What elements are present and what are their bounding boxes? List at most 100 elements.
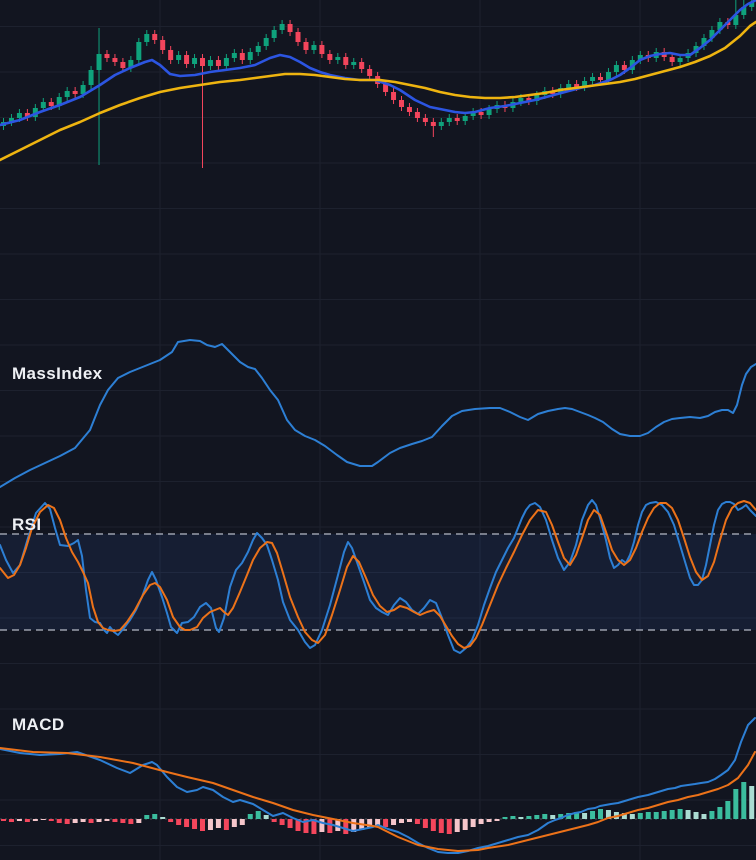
macd-histogram-bar: [749, 786, 755, 819]
candle-body: [48, 102, 54, 106]
candle-body: [16, 113, 22, 118]
macd-line-blue: [0, 717, 756, 854]
candle-body: [526, 98, 532, 101]
candle-body: [701, 38, 707, 46]
macd-histogram-bar: [207, 819, 213, 830]
massindex-line-layer: [0, 339, 756, 488]
macd-histogram-bar: [32, 819, 38, 821]
macd-histogram-bar: [112, 819, 118, 822]
macd-histogram-bar: [741, 782, 747, 819]
macd-histogram-bar: [128, 819, 134, 824]
candle-body: [88, 70, 94, 85]
rsi-signal-orange: [0, 500, 756, 649]
candle-body: [709, 30, 715, 38]
macd-histogram-bar: [502, 817, 508, 819]
candle-body: [255, 46, 261, 52]
candle-body: [422, 118, 428, 122]
macd-histogram-bar: [605, 810, 611, 819]
macd-histogram-bar: [701, 814, 707, 819]
macd-histogram-bar: [263, 815, 269, 819]
macd-histogram-bar: [582, 813, 588, 819]
candle-body: [168, 50, 174, 60]
candle-body: [574, 84, 580, 87]
indicator-label-rsi: RSI: [12, 515, 42, 534]
candle-body: [669, 57, 675, 62]
macd-histogram-bar: [184, 819, 190, 827]
macd-histogram-bar: [160, 817, 166, 819]
macd-histogram-bar: [136, 819, 142, 823]
candle-body: [438, 122, 444, 126]
macd-histogram-bar: [295, 819, 301, 831]
macd-histogram-bar: [590, 811, 596, 819]
rsi-line-blue-layer: [0, 499, 756, 654]
macd-histogram-bar: [303, 819, 309, 833]
candle-body: [311, 45, 317, 50]
candle-body: [335, 57, 341, 60]
candle-body: [64, 91, 70, 97]
macd-histogram-bar: [598, 809, 603, 819]
rsi-band: [0, 534, 756, 630]
macd-histogram-bar: [120, 819, 126, 823]
macd-histogram-bar: [327, 819, 333, 833]
macd-histogram-bar: [176, 819, 182, 825]
macd-histogram-bar: [239, 819, 245, 825]
candle-body: [717, 22, 723, 30]
candle-body: [621, 65, 627, 70]
macd-histogram-bar: [255, 811, 261, 819]
macd-histogram-bar: [223, 819, 229, 830]
macd-histogram-bar: [518, 817, 524, 819]
macd-histogram-bar: [430, 819, 436, 831]
macd-histogram-bar: [88, 819, 94, 823]
candle-body: [184, 55, 190, 64]
macd-histogram-bar: [534, 815, 540, 819]
candle-body: [582, 81, 588, 87]
macd-histogram-bar: [271, 819, 277, 822]
candle-body: [128, 60, 134, 68]
ma-slow-yellow-layer: [0, 20, 756, 162]
macd-histogram-bar: [462, 819, 468, 830]
candle-body: [144, 34, 150, 42]
macd-histogram-bar: [566, 813, 572, 819]
macd-histogram-bar: [152, 814, 158, 819]
macd-histogram-bar: [494, 819, 500, 821]
ma-fast-blue: [0, 0, 756, 127]
candle-body: [215, 60, 221, 66]
macd-histogram-bar: [367, 819, 373, 828]
macd-histogram-bar: [669, 810, 675, 819]
candle-body: [613, 65, 619, 72]
macd-histogram-bar: [287, 819, 293, 828]
macd-histogram-bar: [279, 819, 285, 825]
candle-body: [136, 42, 142, 60]
candle-body: [383, 84, 389, 92]
candle-body: [239, 53, 245, 60]
macd-histogram-bar: [454, 819, 460, 832]
macd-histogram-bar: [16, 819, 22, 821]
macd-histogram-bar: [80, 819, 86, 822]
rsi-line-blue: [0, 499, 756, 654]
macd-histogram-bar: [343, 819, 349, 834]
candle-body: [319, 45, 325, 54]
candle-body: [733, 15, 739, 25]
candle-body: [112, 58, 118, 62]
macd-histogram-bar: [231, 819, 237, 827]
candle-body: [741, 7, 747, 15]
candle-body: [637, 55, 643, 60]
candle-body: [566, 84, 572, 88]
candle-body: [247, 52, 253, 60]
candle-body: [176, 55, 182, 60]
candle-body: [367, 69, 373, 76]
rsi-signal-orange-layer: [0, 500, 756, 649]
massindex-line: [0, 339, 756, 488]
macd-signal-orange-layer: [0, 747, 756, 852]
macd-histogram-bar: [96, 819, 102, 822]
macd-histogram-bar: [24, 819, 30, 822]
macd-histogram-bar: [351, 819, 357, 832]
macd-histogram-bar: [144, 815, 150, 819]
candle-body: [391, 92, 397, 100]
candle-body: [677, 58, 683, 62]
macd-histogram-bar: [478, 819, 484, 824]
candle-body: [152, 34, 158, 40]
macd-histogram: [0, 782, 756, 834]
